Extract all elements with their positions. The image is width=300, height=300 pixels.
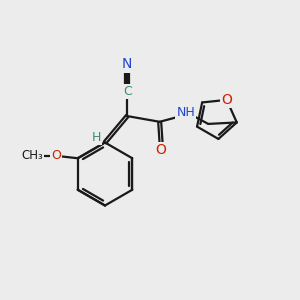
Text: O: O [156,143,167,157]
Text: C: C [123,85,132,98]
Text: NH: NH [176,106,195,119]
Text: O: O [51,149,61,162]
Text: H: H [92,130,101,144]
Text: O: O [221,93,232,107]
Text: CH₃: CH₃ [21,149,43,162]
Text: N: N [122,58,132,71]
